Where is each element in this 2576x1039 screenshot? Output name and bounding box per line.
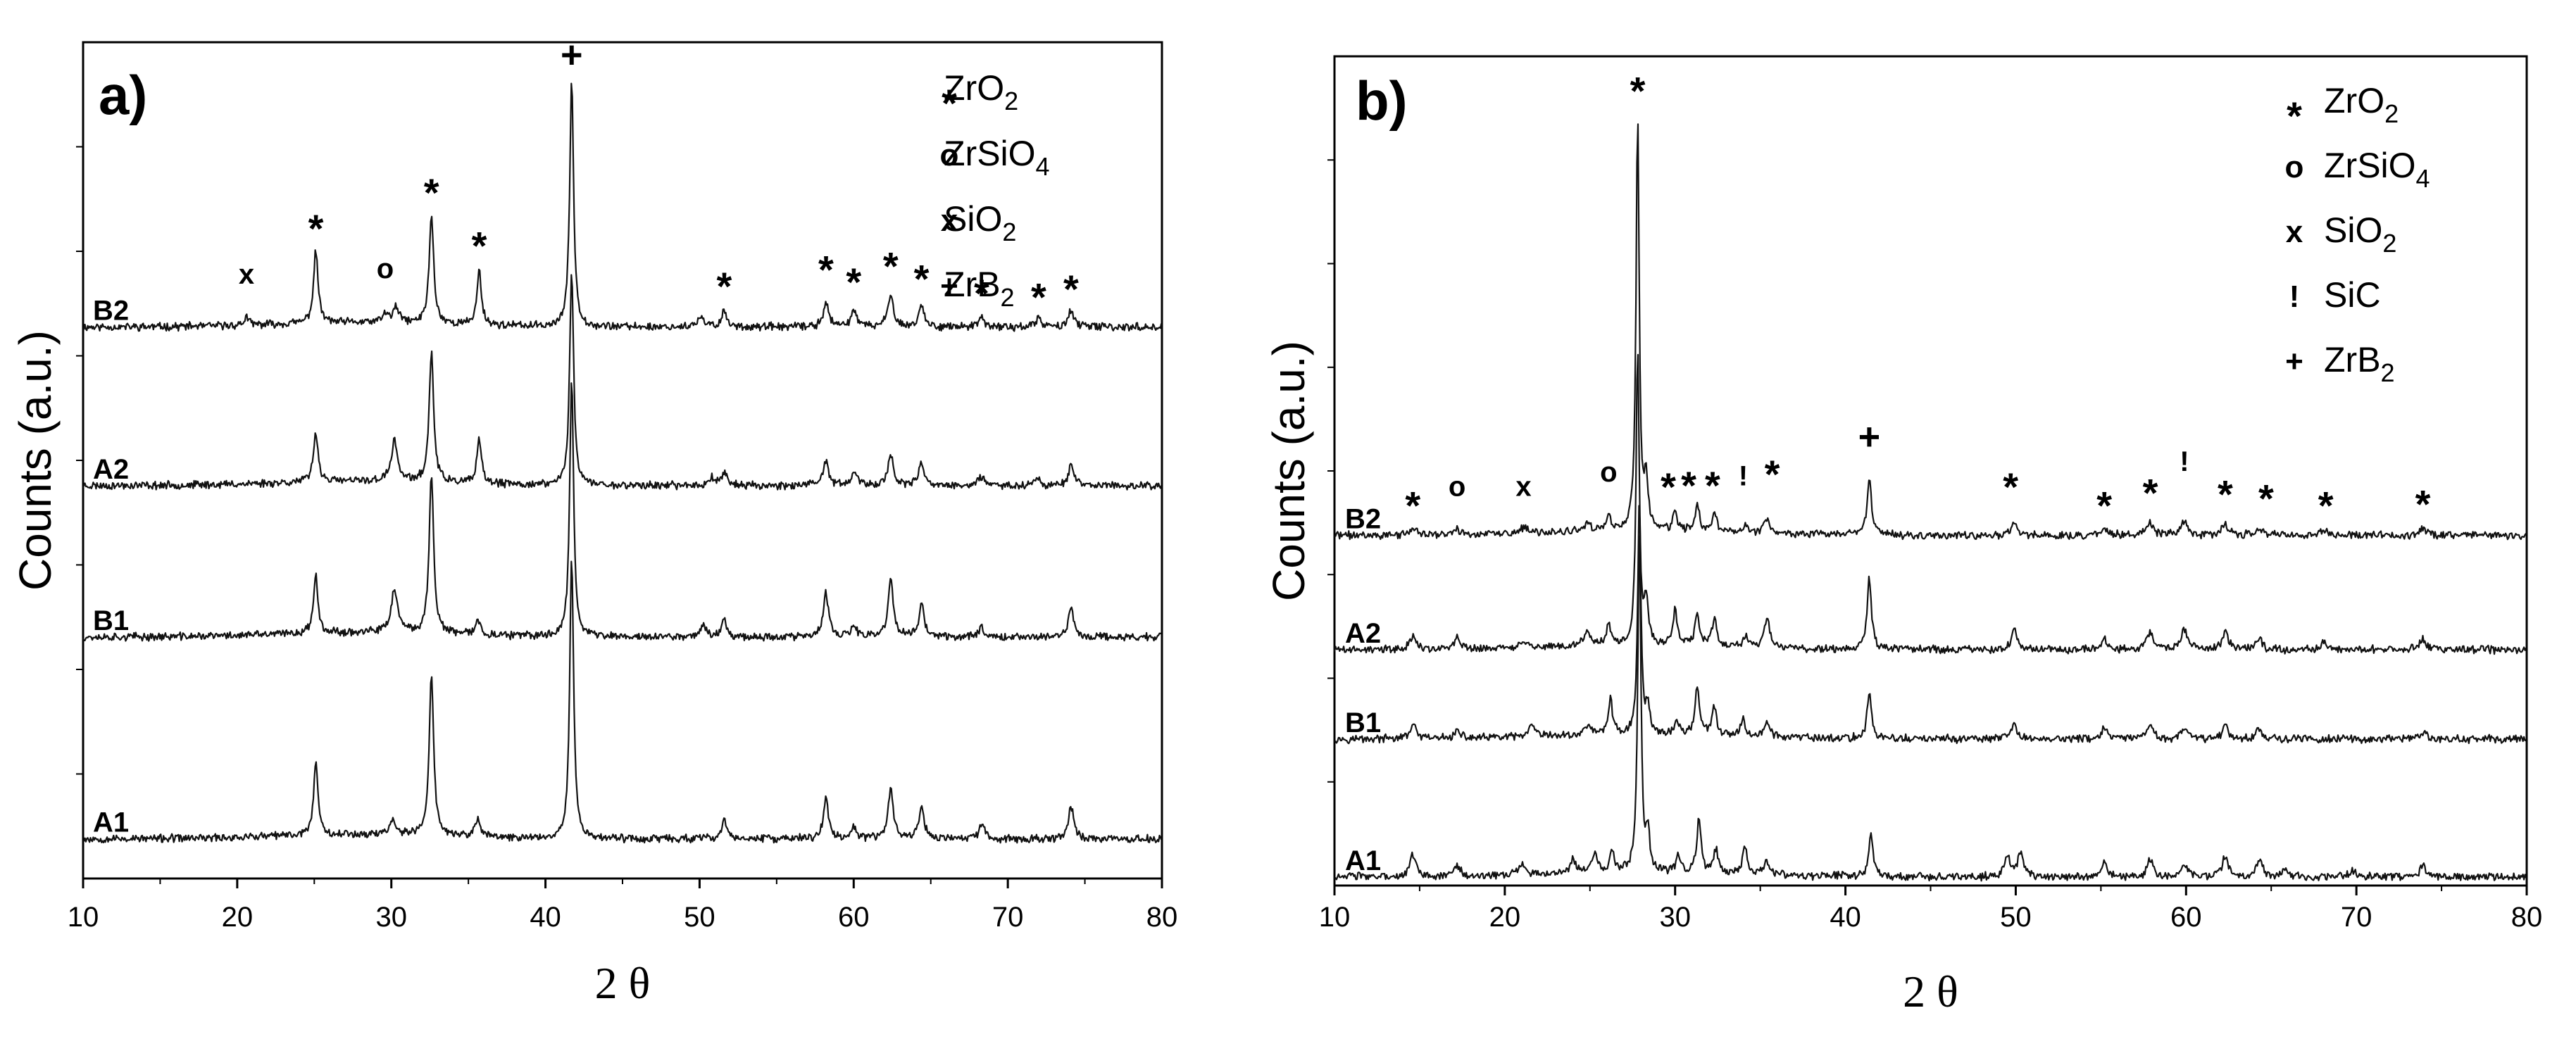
panel-label: a) (99, 64, 147, 126)
x-tick-label: 40 (1830, 902, 1861, 933)
panel-a-chart: 10 20 30 40 50 60 70 80 2 θ Counts (a.u.) a) B2 A2 B1… (10, 34, 1177, 1008)
peak-annotation: * (1630, 69, 1646, 113)
x-tick-label: 80 (1146, 902, 1178, 933)
peak-annotation: + (561, 34, 583, 76)
x-tick-label: 20 (222, 902, 254, 933)
peak-annotation: * (1405, 484, 1420, 528)
legend-symbol: + (940, 269, 958, 303)
legend-symbol: ! (2289, 279, 2300, 314)
peak-annotation: * (2143, 470, 2158, 515)
peak-annotation: * (2096, 484, 2112, 528)
series-line-B1 (82, 382, 1162, 642)
legend-label: SiC (2324, 275, 2381, 315)
peak-annotation: x (1515, 472, 1531, 503)
peak-annotation: * (717, 264, 732, 308)
peak-annotation: ! (1739, 460, 1748, 491)
x-tick-label: 30 (1659, 902, 1691, 933)
legend-symbol: x (941, 203, 958, 238)
legend-symbol: o (2285, 150, 2304, 184)
x-axis-title: 2 θ (595, 958, 651, 1008)
legend-label: ZrO2 (2324, 81, 2399, 128)
series-line-B2 (82, 82, 1163, 332)
series-label-B2: B2 (93, 296, 129, 327)
peak-annotation: * (1031, 275, 1046, 319)
peak-annotation: o (1600, 457, 1617, 488)
series-label-A2: A2 (1345, 618, 1381, 649)
series-line-A1 (82, 560, 1163, 844)
series-line-A1 (1334, 535, 2527, 882)
peak-annotation: * (2003, 465, 2018, 509)
legend-label-subscript: 4 (1036, 152, 1050, 181)
legend-symbol: o (940, 138, 959, 172)
x-tick-label: 80 (2511, 902, 2543, 933)
x-tick-label: 20 (1489, 902, 1521, 933)
peak-annotation: x (239, 259, 254, 290)
peak-annotation: * (2415, 482, 2431, 527)
peak-annotation: o (1449, 472, 1465, 503)
y-axis-title: Counts (a.u.) (1263, 341, 1314, 601)
panel-b-chart: 10 20 30 40 50 60 70 80 2 θ Counts (a.u.) b) B2 A2 B1… (1263, 55, 2543, 1016)
peak-annotation: * (308, 206, 324, 251)
peak-annotation: * (846, 260, 861, 304)
peak-annotation: * (2318, 484, 2334, 528)
legend-symbol: * (2287, 94, 2302, 138)
legend-label: ZrSiO4 (2324, 146, 2430, 193)
x-tick-label: 10 (1319, 902, 1351, 933)
series-label-A1: A1 (93, 807, 129, 838)
legend-label-subscript: 2 (2381, 358, 2395, 387)
series-label-B1: B1 (1345, 707, 1381, 738)
peak-annotation: * (883, 244, 899, 288)
peak-annotation: + (1858, 416, 1881, 458)
peak-annotation: * (2218, 472, 2233, 516)
peak-annotation: * (914, 257, 930, 301)
legend-label-subscript: 2 (1004, 87, 1018, 115)
series-line-B2 (1334, 123, 2527, 541)
peak-annotation: * (1705, 463, 1720, 508)
legend-symbol: * (942, 81, 957, 125)
panel-label: b) (1356, 70, 1408, 132)
legend-label-subscript: 2 (2382, 229, 2396, 258)
x-tick-label: 50 (2000, 902, 2032, 933)
peak-annotation: * (1681, 463, 1696, 508)
legend-label-subscript: 4 (2416, 164, 2430, 193)
peak-annotation: * (2258, 476, 2274, 520)
peak-annotation: * (1765, 452, 1780, 496)
peak-annotation: * (424, 170, 439, 215)
x-tick-label: 60 (2170, 902, 2202, 933)
series-line-B1 (1334, 505, 2527, 745)
peak-annotation: o (377, 253, 394, 284)
x-tick-label: 70 (2341, 902, 2372, 933)
x-tick-label: 10 (68, 902, 99, 933)
legend-symbol: x (2286, 215, 2303, 249)
x-tick-label: 70 (992, 902, 1024, 933)
series-label-B1: B1 (93, 605, 129, 636)
x-axis-title: 2 θ (1903, 966, 1958, 1016)
series-label-B2: B2 (1345, 503, 1381, 534)
x-tick-label: 40 (530, 902, 561, 933)
y-axis-title: Counts (a.u.) (10, 330, 61, 591)
legend-label-subscript: 2 (1002, 218, 1016, 246)
legend-symbol: + (2285, 344, 2303, 379)
peak-annotation: * (974, 271, 989, 315)
peak-annotation: ! (2180, 446, 2189, 477)
legend-label-subscript: 2 (2384, 99, 2399, 128)
peak-annotation: * (1063, 267, 1079, 311)
peak-annotation: * (1661, 465, 1676, 509)
x-tick-label: 60 (838, 902, 870, 933)
legend-label-subscript: 2 (1001, 283, 1015, 312)
series-label-A1: A1 (1345, 845, 1381, 876)
series-line-A2 (82, 274, 1163, 491)
series-label-A2: A2 (93, 454, 129, 485)
peak-annotation: * (818, 247, 834, 291)
legend-label: ZrSiO4 (944, 134, 1050, 181)
x-tick-label: 50 (684, 902, 715, 933)
peak-annotation: * (472, 224, 487, 268)
x-tick-label: 30 (375, 902, 407, 933)
series-line-A2 (1333, 353, 2527, 655)
